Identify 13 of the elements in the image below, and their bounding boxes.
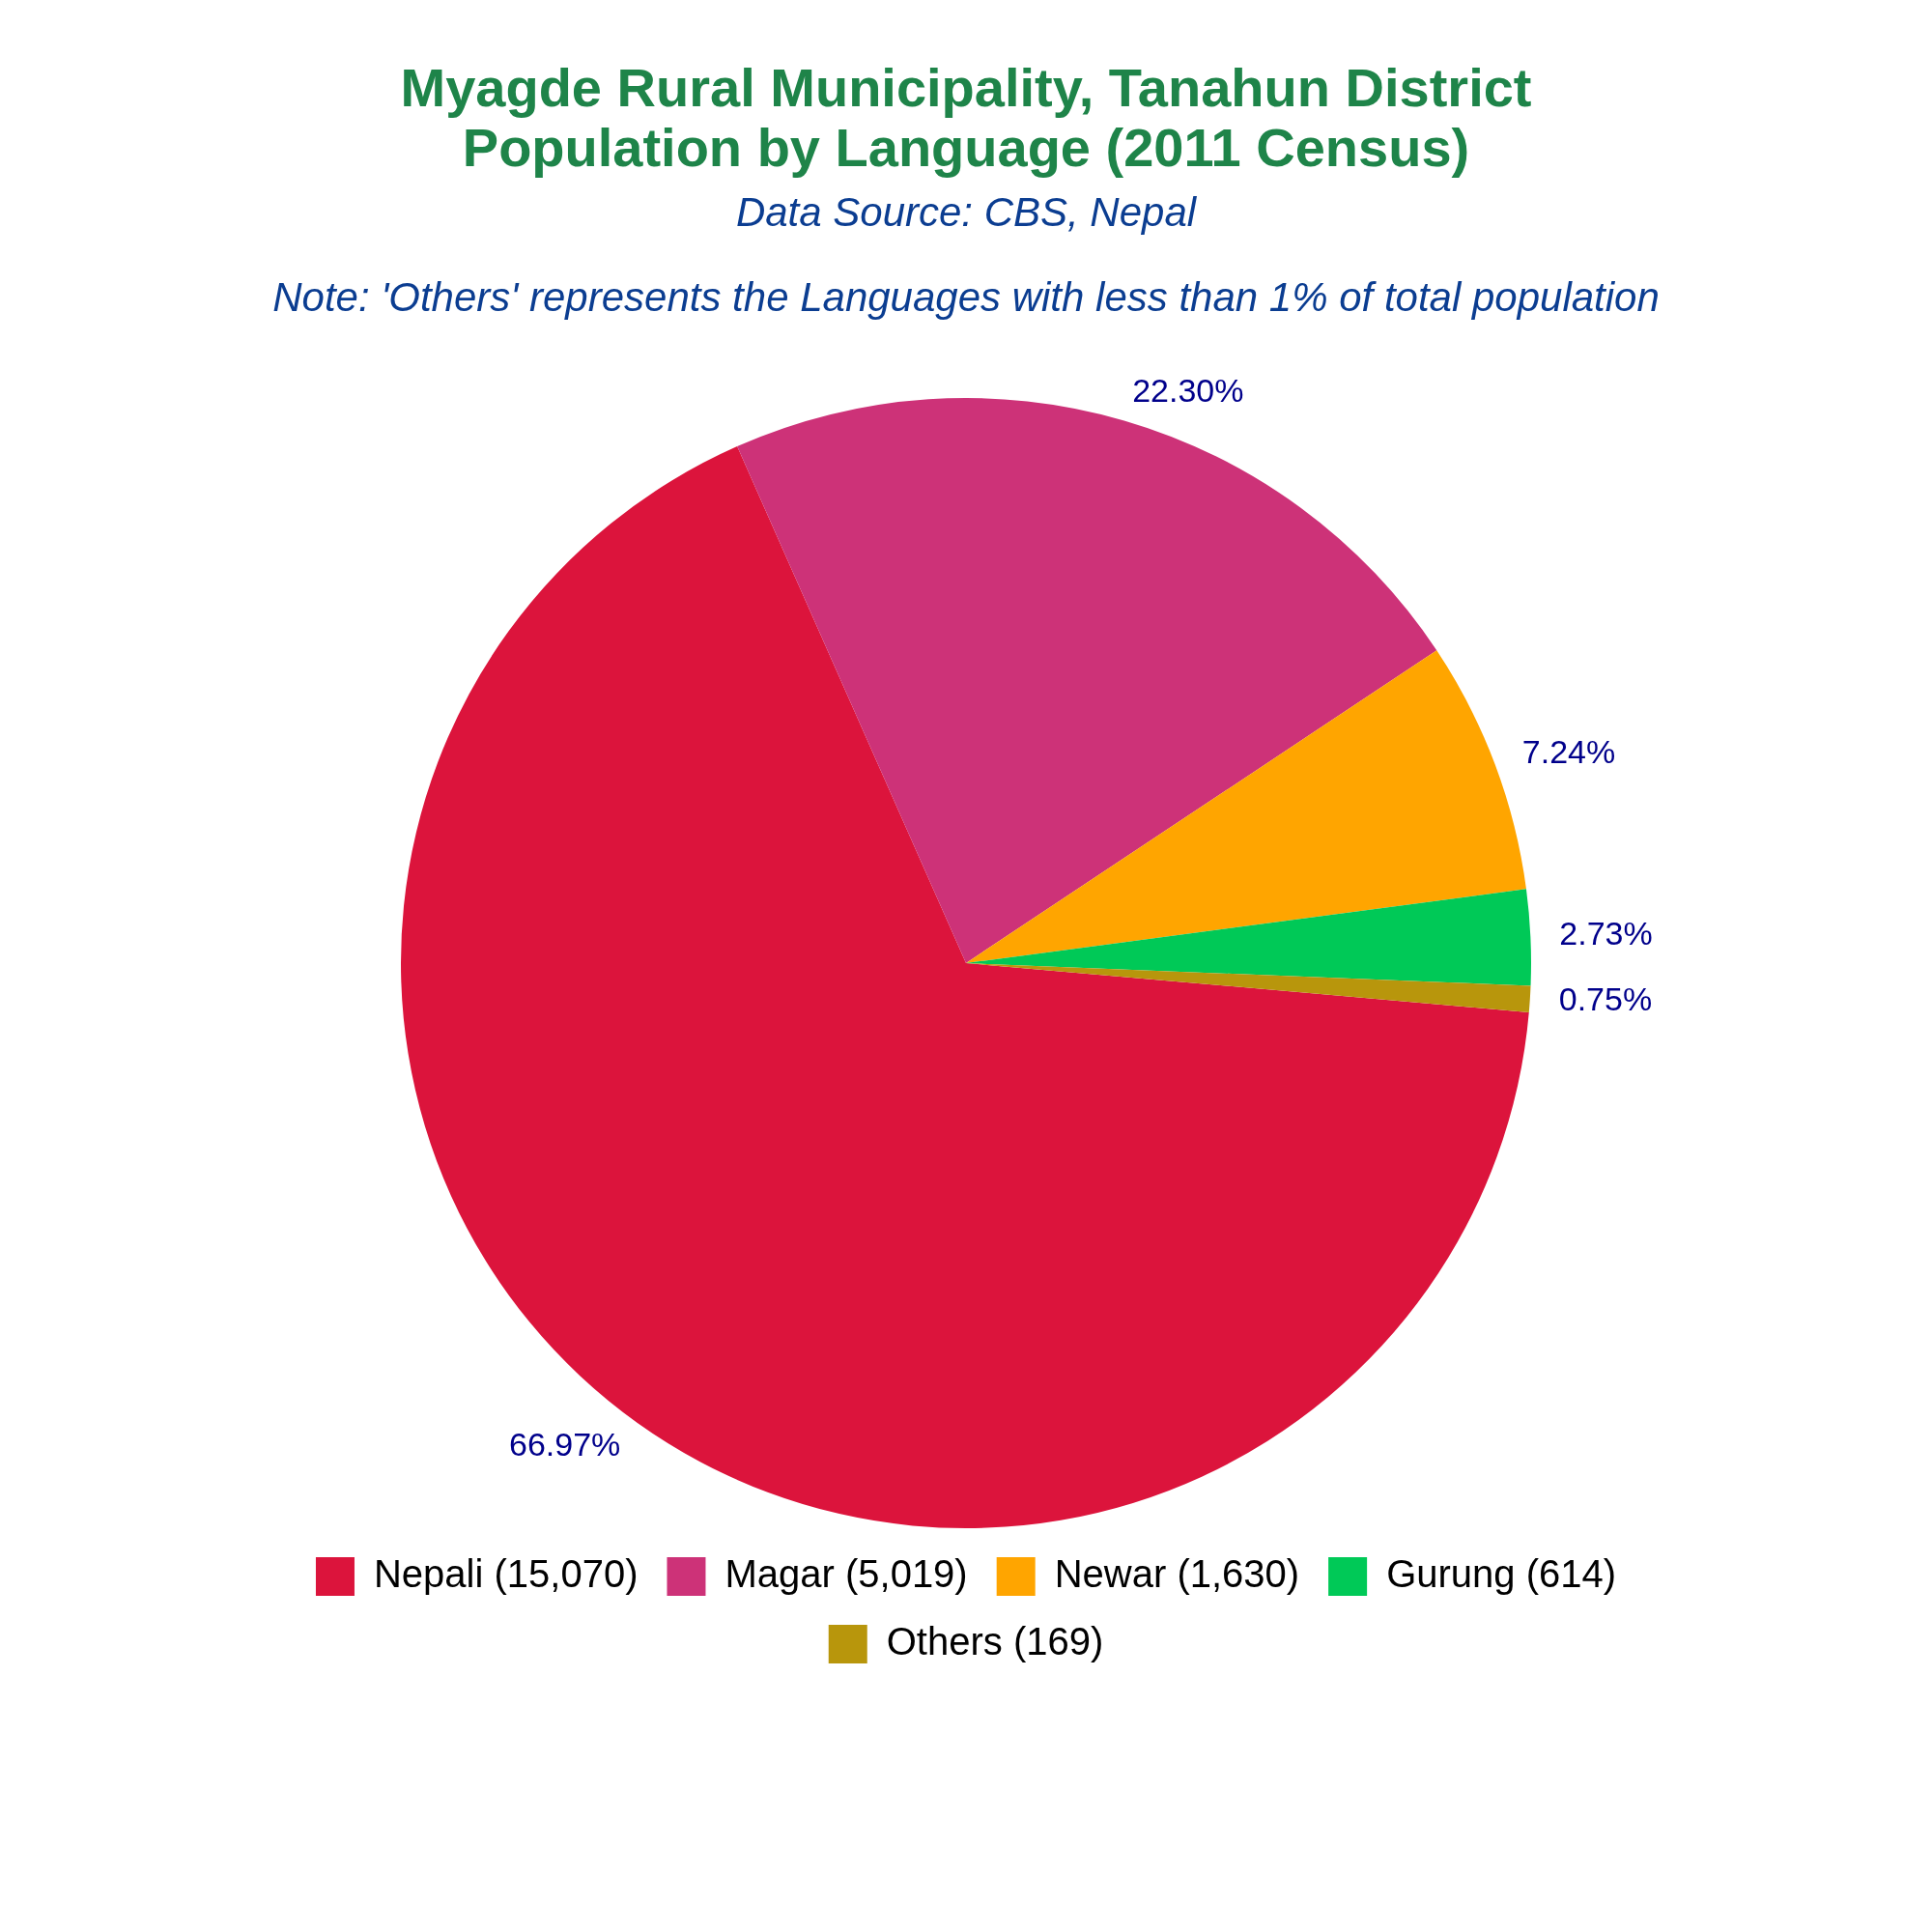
chart-title: Myagde Rural Municipality, Tanahun District Population by Language (2011 Census)	[399, 57, 1533, 178]
data-label: 2.73%	[1559, 915, 1653, 952]
legend-label: Nepali (15,070)	[373, 1552, 639, 1596]
chart-subtitle: Data Source: CBS, Nepal	[734, 189, 1198, 236]
legend-label: Gurung (614)	[1386, 1552, 1617, 1596]
legend-label: Others (169)	[886, 1620, 1104, 1663]
legend-label: Magar (5,019)	[724, 1552, 968, 1596]
text: Note: 'Others' represents the Languages with less than 1% of total population	[271, 274, 1661, 321]
data-label: 22.30%	[1132, 371, 1244, 409]
data-label: 66.97%	[509, 1425, 621, 1463]
legend-label: Newar (1,630)	[1054, 1552, 1300, 1596]
data-label: 0.75%	[1558, 980, 1653, 1017]
data-label: 7.24%	[1521, 733, 1616, 771]
